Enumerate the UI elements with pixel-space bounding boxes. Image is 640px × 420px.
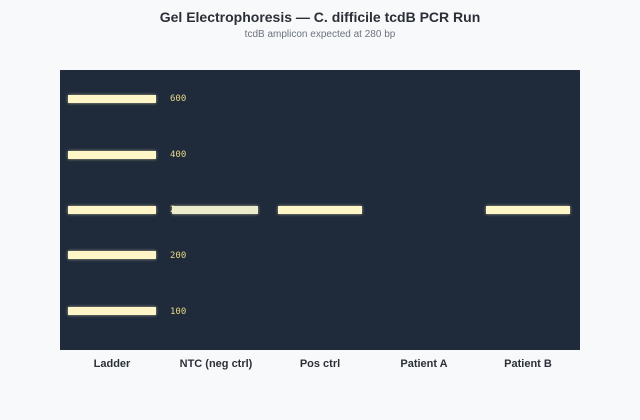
- sample-band-patient-b: [486, 206, 570, 214]
- lane-label-patient-b: Patient B: [504, 358, 552, 370]
- ladder-label-600: 600: [170, 94, 187, 104]
- chart-title: Gel Electrophoresis — C. difficile tcdB …: [159, 9, 481, 25]
- ladder-label-200: 200: [170, 251, 187, 261]
- ladder-label-400: 400: [170, 150, 187, 160]
- ladder-band-200: [68, 251, 156, 259]
- ladder-label-100: 100: [170, 307, 187, 317]
- chart-subtitle: tcdB amplicon expected at 280 bp: [244, 29, 396, 40]
- lane-label-ntc: NTC (neg ctrl): [179, 358, 253, 370]
- sample-band-ntc: [172, 206, 258, 214]
- ladder-band-400: [68, 151, 156, 159]
- gel: 600 400 2 200 100: [60, 70, 580, 350]
- sample-band-pos-ctrl: [278, 206, 362, 214]
- lane-label-ladder: Ladder: [93, 358, 131, 370]
- lane-label-pos-ctrl: Pos ctrl: [299, 358, 341, 370]
- lane-label-patient-a: Patient A: [400, 358, 448, 370]
- ladder-band-100: [68, 307, 156, 315]
- ladder-band-600: [68, 95, 156, 103]
- ladder-band-280: [68, 206, 156, 214]
